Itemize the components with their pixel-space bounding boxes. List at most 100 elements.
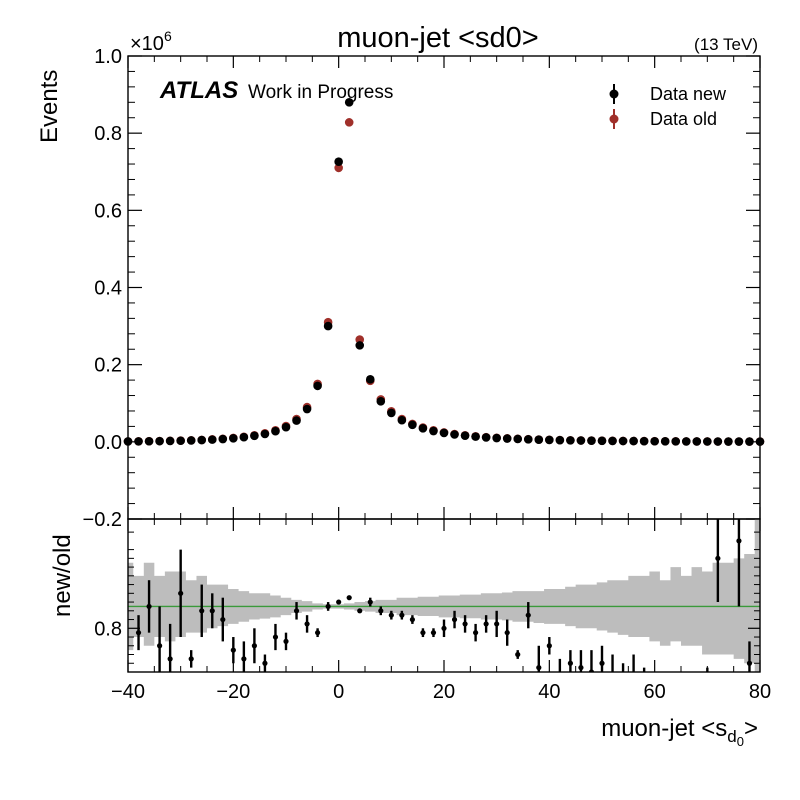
ratio-point bbox=[241, 656, 247, 662]
x-tick-label: 60 bbox=[644, 681, 666, 703]
ratio-point bbox=[293, 608, 300, 614]
data-point-new bbox=[355, 341, 365, 350]
ratio-panel: −40 −20 0 20 40 60 80 0.8 bbox=[94, 518, 771, 762]
x-tick-label: 0 bbox=[333, 681, 344, 703]
y-axis-label: Events bbox=[36, 70, 63, 143]
x-tick-label: 40 bbox=[538, 681, 560, 703]
ratio-point bbox=[515, 651, 521, 658]
experiment-label: ATLAS bbox=[159, 77, 238, 104]
y-tick-label: 1.0 bbox=[94, 46, 122, 68]
data-point-new bbox=[703, 437, 712, 446]
data-point-new bbox=[376, 397, 386, 406]
data-point-new bbox=[302, 404, 312, 414]
data-point-new bbox=[418, 424, 428, 433]
data-point-new bbox=[660, 436, 670, 446]
ratio-point bbox=[462, 621, 468, 627]
ratio-point bbox=[304, 621, 310, 627]
ratio-point bbox=[367, 599, 373, 605]
ratio-point bbox=[315, 630, 321, 636]
ratio-point bbox=[536, 665, 542, 671]
ratio-point bbox=[199, 608, 205, 614]
ratio-point bbox=[388, 612, 394, 618]
data-point-new bbox=[165, 436, 175, 446]
y-tick-label: 0.6 bbox=[94, 200, 122, 222]
ratio-point bbox=[473, 630, 479, 636]
ratio-point bbox=[135, 630, 142, 636]
data-point-old bbox=[344, 118, 354, 127]
data-point-new bbox=[671, 437, 681, 446]
ratio-point bbox=[705, 691, 710, 696]
data-point-new bbox=[334, 157, 343, 167]
data-point-new bbox=[229, 433, 238, 443]
data-point-new bbox=[471, 432, 480, 441]
ratio-point bbox=[146, 603, 152, 610]
ratio-point bbox=[430, 630, 437, 636]
multiplier-label: ×106 bbox=[130, 28, 172, 55]
data-point-new bbox=[218, 434, 228, 444]
ratio-point bbox=[610, 674, 615, 679]
ratio-point bbox=[283, 638, 289, 645]
ratio-point bbox=[178, 590, 184, 596]
ratio-point bbox=[262, 660, 268, 666]
legend-marker-old bbox=[609, 114, 619, 124]
status-label: Work in Progress bbox=[248, 82, 393, 103]
data-point-new bbox=[545, 435, 554, 445]
data-point-new bbox=[408, 420, 417, 430]
ratio-point bbox=[220, 616, 226, 623]
data-point-new bbox=[513, 434, 523, 444]
ratio-point bbox=[631, 678, 636, 683]
x-tick-label: 20 bbox=[433, 681, 455, 703]
ratio-point bbox=[567, 660, 574, 666]
ratio-point bbox=[694, 757, 699, 762]
ratio-point bbox=[546, 643, 552, 649]
data-point-new bbox=[639, 436, 649, 446]
main-panel: −0.2 0.0 0.2 0.4 0.6 0.8 1.0 bbox=[83, 46, 765, 531]
ratio-point bbox=[346, 595, 352, 601]
y-tick-label: 0.0 bbox=[94, 432, 122, 454]
data-point-new bbox=[629, 436, 638, 446]
data-point-new bbox=[292, 416, 301, 425]
legend: Data new Data old bbox=[609, 84, 727, 129]
ratio-point bbox=[420, 630, 426, 636]
ratio-point bbox=[652, 704, 657, 709]
ratio-point bbox=[167, 656, 173, 662]
data-point-new bbox=[155, 436, 164, 446]
data-point-new bbox=[481, 433, 491, 442]
x-axis-label-sub: d bbox=[727, 727, 736, 746]
ratio-point bbox=[736, 538, 742, 544]
data-point-new bbox=[502, 434, 512, 443]
ratio-point bbox=[399, 612, 405, 618]
data-point-new bbox=[197, 435, 207, 445]
ratio-point bbox=[378, 608, 384, 614]
data-point-new bbox=[239, 432, 249, 442]
data-point-new bbox=[713, 437, 723, 446]
y-tick-label: 0.2 bbox=[94, 355, 122, 377]
main-points bbox=[123, 98, 765, 446]
legend-marker-new bbox=[609, 89, 619, 99]
data-point-new bbox=[734, 437, 744, 446]
data-point-new bbox=[365, 375, 375, 384]
ratio-uncertainty-band bbox=[128, 519, 760, 672]
data-point-new bbox=[450, 430, 459, 439]
ratio-point bbox=[504, 630, 510, 636]
data-point-new bbox=[144, 436, 154, 446]
data-point-new bbox=[176, 436, 185, 446]
data-point-new bbox=[207, 435, 217, 444]
y-tick-label: −0.2 bbox=[83, 509, 122, 531]
data-point-new bbox=[397, 415, 407, 425]
data-point-new bbox=[534, 435, 544, 444]
ratio-point bbox=[578, 665, 584, 671]
x-axis-label-subsub: 0 bbox=[737, 734, 744, 749]
ratio-point bbox=[715, 555, 721, 561]
data-point-new bbox=[429, 426, 438, 436]
data-point-new bbox=[492, 433, 501, 443]
x-tick-label: −40 bbox=[111, 681, 145, 703]
data-point-new bbox=[344, 98, 354, 107]
energy-label: (13 TeV) bbox=[694, 35, 758, 54]
ratio-point bbox=[357, 608, 363, 614]
data-point-new bbox=[439, 428, 449, 438]
ratio-point bbox=[620, 687, 625, 692]
ratio-point bbox=[494, 621, 500, 627]
data-point-new bbox=[523, 435, 533, 444]
data-point-old bbox=[334, 163, 343, 173]
